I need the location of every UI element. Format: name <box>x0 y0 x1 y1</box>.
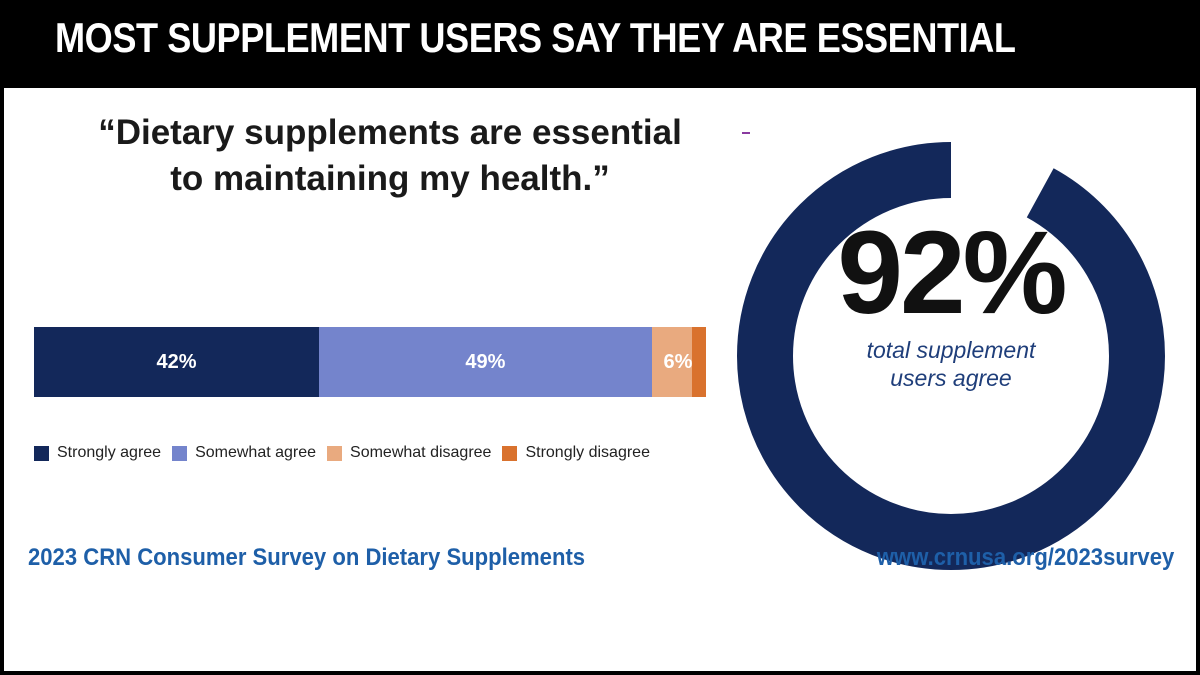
quote-text: “Dietary supplements are essential to ma… <box>34 110 746 202</box>
legend-item: Somewhat agree <box>172 444 316 462</box>
stacked-bar: 42% 49% 6% <box>34 327 706 397</box>
ring-caption: total supplement users agree <box>731 336 1171 392</box>
legend-swatch <box>34 445 49 461</box>
legend-label: Strongly disagree <box>525 444 650 461</box>
quote-line-1: “Dietary supplements are essential <box>98 113 682 152</box>
big-percentage: 92% <box>837 207 1067 339</box>
legend-item: Strongly disagree <box>502 444 650 462</box>
legend-label: Strongly agree <box>57 444 162 461</box>
survey-source: 2023 CRN Consumer Survey on Dietary Supp… <box>28 544 586 571</box>
ring-caption-line-1: total supplement <box>866 337 1036 363</box>
quote-line-2: to maintaining my health.” <box>170 159 610 198</box>
bar-value-label: 49% <box>465 350 506 373</box>
bar-value-label: 6% <box>663 350 693 373</box>
legend-item: Strongly agree <box>34 444 161 462</box>
legend-swatch <box>327 445 343 461</box>
chart-legend: Strongly agree Somewhat agree Somewhat dis… <box>34 444 661 462</box>
bar-segment-somewhat-disagree: 6% <box>651 327 693 397</box>
bar-value-label: 42% <box>156 350 197 373</box>
bar-segment-strongly-agree: 42% <box>34 327 320 397</box>
legend-label: Somewhat disagree <box>350 444 492 461</box>
header-bar: MOST SUPPLEMENT USERS SAY THEY ARE ESSEN… <box>0 0 1200 88</box>
decorative-mark <box>742 132 750 134</box>
ring-caption-line-2: users agree <box>890 365 1012 391</box>
legend-swatch <box>172 445 188 461</box>
page-title: MOST SUPPLEMENT USERS SAY THEY ARE ESSEN… <box>55 14 1016 61</box>
bar-segment-somewhat-agree: 49% <box>319 327 652 397</box>
survey-link[interactable]: www.crnusa.org/2023survey <box>876 544 1174 571</box>
legend-item: Somewhat disagree <box>327 444 491 462</box>
ring-arc <box>737 142 1165 570</box>
agreement-ring <box>737 142 1165 570</box>
legend-swatch <box>502 445 518 461</box>
bar-segment-strongly-disagree <box>692 327 706 397</box>
legend-label: Somewhat agree <box>195 444 317 461</box>
